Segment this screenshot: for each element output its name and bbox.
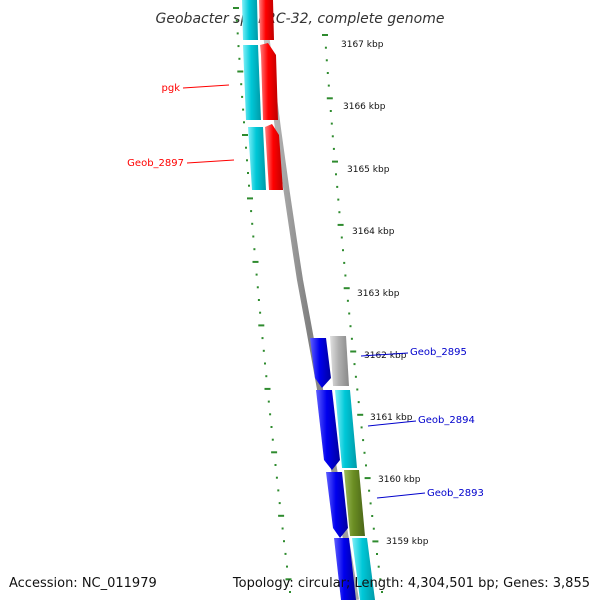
leader-line xyxy=(360,352,409,357)
leader-line xyxy=(376,492,426,499)
blue-gene-arrow xyxy=(326,472,348,538)
gene-label-geob-2897[interactable]: Geob_2897 xyxy=(127,158,184,169)
gene-cluster-bottom xyxy=(310,336,375,600)
cyan-gene-block xyxy=(248,127,266,190)
scale-label: 3167 kbp xyxy=(341,40,384,50)
gray-gene-block xyxy=(330,336,349,386)
leader-line xyxy=(367,420,417,427)
map-title: Geobacter sp. FRC-32, complete genome xyxy=(156,11,445,27)
genome-summary-text: Topology: circular; Length: 4,304,501 bp… xyxy=(232,576,590,591)
gene-cluster-top xyxy=(242,0,283,190)
right-tick-track xyxy=(322,34,383,593)
cyan-gene-block xyxy=(352,538,375,600)
blue-gene-block xyxy=(334,538,356,600)
scale-label: 3162 kbp xyxy=(364,351,407,361)
cyan-gene-block xyxy=(335,390,357,468)
scale-label: 3165 kbp xyxy=(347,165,390,175)
blue-gene-arrow xyxy=(316,390,340,470)
cyan-gene-block xyxy=(242,0,258,40)
scale-label: 3159 kbp xyxy=(386,537,429,547)
scale-label: 3166 kbp xyxy=(343,102,386,112)
scale-labels: 3167 kbp 3166 kbp 3165 kbp 3164 kbp 3163… xyxy=(341,40,429,547)
scale-label: 3161 kbp xyxy=(370,413,413,423)
red-gene-arrow xyxy=(265,124,283,190)
red-gene-arrow xyxy=(260,43,278,120)
blue-gene-arrow xyxy=(310,338,331,388)
left-tick-track xyxy=(233,7,292,593)
olive-gene-block xyxy=(344,470,365,536)
accession-text: Accession: NC_011979 xyxy=(9,576,157,591)
leader-line xyxy=(186,159,235,164)
gene-labels: pgk Geob_2897 Geob_2895 Geob_2894 Geob_2… xyxy=(127,83,484,499)
leader-line xyxy=(182,84,230,89)
red-gene-block xyxy=(259,0,274,40)
gene-label-geob-2894[interactable]: Geob_2894 xyxy=(418,415,475,426)
scale-label: 3160 kbp xyxy=(378,475,421,485)
gene-label-geob-2895[interactable]: Geob_2895 xyxy=(410,347,467,358)
scale-label: 3163 kbp xyxy=(357,289,400,299)
gene-label-geob-2893[interactable]: Geob_2893 xyxy=(427,488,484,499)
gene-label-pgk[interactable]: pgk xyxy=(162,83,181,94)
scale-label: 3164 kbp xyxy=(352,227,395,237)
cyan-gene-block xyxy=(243,45,261,120)
